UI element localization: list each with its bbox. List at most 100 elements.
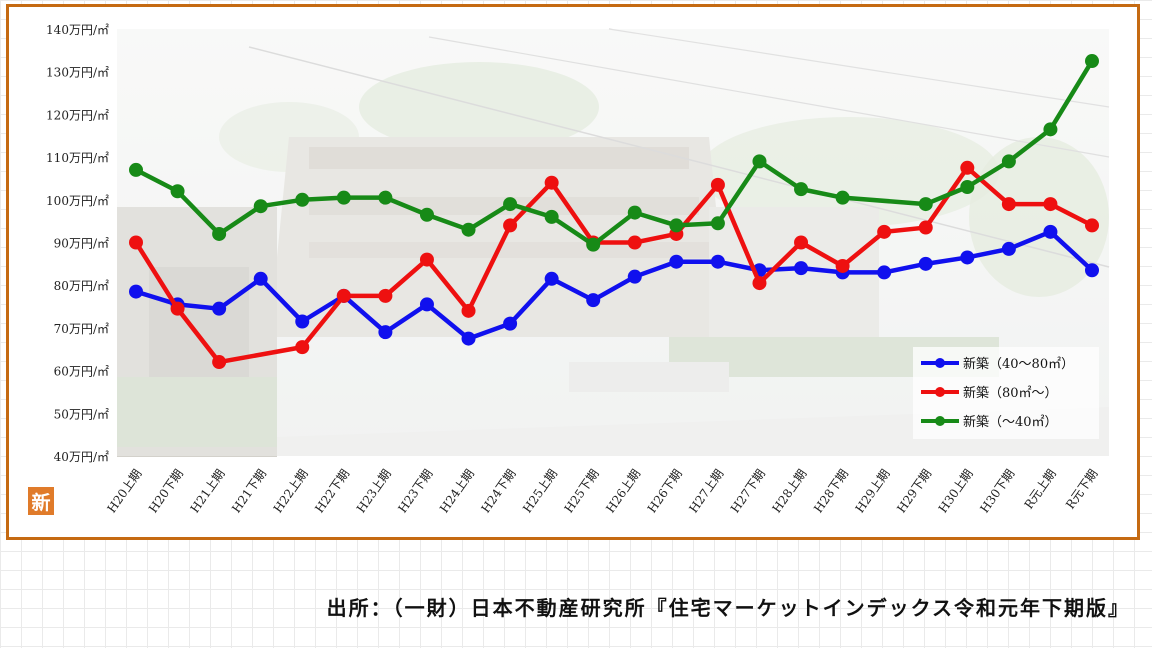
x-tick-label: H20下期 <box>146 467 186 516</box>
data-point <box>627 235 642 250</box>
data-point <box>1001 154 1016 169</box>
x-tick-label: H30上期 <box>936 467 976 516</box>
x-tick-label: H20上期 <box>104 467 144 516</box>
x-tick-label: H24上期 <box>437 467 477 516</box>
data-point <box>835 258 850 273</box>
data-point <box>1001 197 1016 212</box>
data-point <box>1043 122 1058 137</box>
legend-swatch-marker <box>935 358 945 368</box>
data-point <box>960 160 975 175</box>
data-point <box>253 271 268 286</box>
data-point <box>752 154 767 169</box>
data-point <box>212 355 227 370</box>
x-tick-label: H22上期 <box>271 467 311 516</box>
data-point <box>378 325 393 340</box>
data-point <box>627 269 642 284</box>
data-point <box>794 182 809 197</box>
data-point <box>1001 241 1016 256</box>
data-point <box>378 288 393 303</box>
data-point <box>1085 54 1099 69</box>
line-chart: 40万円/㎡ 50万円/㎡ 60万円/㎡ 70万円/㎡ 80万円/㎡ 90万円/㎡ 100万… <box>46 23 1110 516</box>
x-tick-label: H25下期 <box>562 467 602 516</box>
legend-label: 新築（～40㎡） <box>963 414 1058 430</box>
data-point <box>710 254 725 269</box>
series-line <box>135 229 1094 341</box>
data-point <box>503 218 518 233</box>
data-point <box>253 199 268 214</box>
data-point <box>877 224 892 239</box>
data-point <box>461 303 476 318</box>
legend-label: 新築（40～80㎡） <box>963 356 1074 372</box>
data-point <box>544 271 559 286</box>
data-point <box>627 205 642 220</box>
x-tick-label: H21下期 <box>229 467 269 516</box>
data-point <box>710 177 725 192</box>
data-point <box>669 218 684 233</box>
data-point <box>918 220 933 235</box>
y-tick-label: 50万円/㎡ <box>54 407 109 421</box>
data-point <box>1043 197 1058 212</box>
data-point <box>295 314 310 329</box>
data-point <box>1085 218 1099 233</box>
data-point <box>1085 263 1099 278</box>
data-point <box>336 288 351 303</box>
data-point <box>378 190 393 205</box>
series-2 <box>129 54 1099 252</box>
new-badge: 新 <box>28 487 54 515</box>
x-tick-label: R元上期 <box>1022 467 1059 512</box>
y-tick-label: 60万円/㎡ <box>54 365 109 379</box>
y-tick-label: 120万円/㎡ <box>46 108 109 122</box>
data-point <box>419 252 434 267</box>
data-point <box>586 293 601 308</box>
data-point <box>918 197 933 212</box>
y-tick-label: 110万円/㎡ <box>46 151 109 165</box>
x-tick-label: H28下期 <box>811 467 851 516</box>
data-point <box>129 162 143 177</box>
x-tick-label: H23上期 <box>354 467 394 516</box>
legend-label: 新築（80㎡～） <box>963 385 1058 401</box>
data-point <box>752 276 767 291</box>
data-point <box>461 331 476 346</box>
x-axis: H20上期 H20下期 H21上期 H21下期 H22上期 H22下期 H23上期 H23下期… <box>104 467 1100 516</box>
x-tick-label: H23下期 <box>395 467 435 516</box>
data-point <box>129 284 143 299</box>
y-tick-label: 80万円/㎡ <box>54 279 109 293</box>
x-tick-label: H26下期 <box>645 467 685 516</box>
x-tick-label: H21上期 <box>188 467 228 516</box>
x-tick-label: H25上期 <box>520 467 560 516</box>
data-point <box>503 197 518 212</box>
x-tick-label: H29下期 <box>894 467 934 516</box>
data-point <box>1043 224 1058 239</box>
legend-swatch-marker <box>935 416 945 426</box>
data-point <box>170 184 185 199</box>
data-point <box>960 250 975 265</box>
data-point <box>295 192 310 207</box>
x-tick-label: H22下期 <box>312 467 352 516</box>
data-point <box>170 301 185 316</box>
x-tick-label: R元下期 <box>1063 467 1100 512</box>
legend: 新築（40～80㎡） 新築（80㎡～） 新築（～40㎡） <box>913 347 1099 439</box>
source-caption: 出所：（一財）日本不動産研究所『住宅マーケットインデックス令和元年下期版』 <box>326 596 1130 620</box>
x-tick-label: H28上期 <box>769 467 809 516</box>
y-axis: 40万円/㎡ 50万円/㎡ 60万円/㎡ 70万円/㎡ 80万円/㎡ 90万円/㎡ 100万… <box>46 23 109 464</box>
data-point <box>710 216 725 231</box>
data-point <box>336 190 351 205</box>
data-point <box>419 297 434 312</box>
data-point <box>544 209 559 224</box>
data-point <box>960 179 975 194</box>
data-point <box>419 207 434 222</box>
data-point <box>461 222 476 237</box>
legend-swatch-marker <box>935 387 945 397</box>
data-point <box>794 261 809 276</box>
data-point <box>918 256 933 271</box>
y-tick-label: 90万円/㎡ <box>54 237 109 251</box>
x-tick-label: H24下期 <box>479 467 519 516</box>
y-tick-label: 100万円/㎡ <box>46 194 109 208</box>
x-tick-label: H27上期 <box>686 467 726 516</box>
series-layer <box>129 54 1099 370</box>
x-tick-label: H29上期 <box>853 467 893 516</box>
data-point <box>295 340 310 355</box>
data-point <box>669 254 684 269</box>
data-point <box>877 265 892 280</box>
y-tick-label: 140万円/㎡ <box>46 23 109 37</box>
